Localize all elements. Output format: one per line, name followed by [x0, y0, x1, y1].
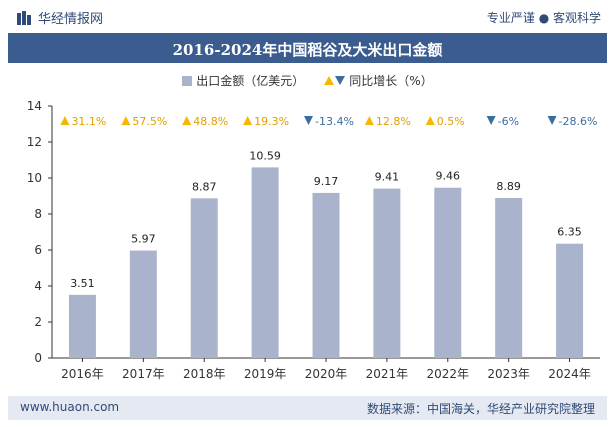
- data-label: 6.35: [557, 226, 582, 239]
- x-tick-label: 2024年: [548, 367, 591, 381]
- data-label: 3.51: [70, 277, 95, 290]
- growth-up-icon: [243, 116, 253, 125]
- growth-label: -6%: [498, 115, 519, 128]
- x-tick-label: 2022年: [427, 367, 470, 381]
- y-tick-label: 4: [34, 279, 42, 293]
- growth-label: -13.4%: [315, 115, 354, 128]
- footer-website: www.huaon.com: [20, 400, 120, 414]
- y-tick-label: 10: [27, 171, 42, 185]
- growth-label: 48.8%: [193, 115, 228, 128]
- y-tick-label: 6: [34, 243, 42, 257]
- growth-label: 57.5%: [132, 115, 167, 128]
- growth-up-icon: [121, 116, 131, 125]
- growth-label: 19.3%: [254, 115, 289, 128]
- chart-legend: 出口金额（亿美元） 同比增长（%）: [0, 72, 615, 89]
- bar: [373, 188, 401, 358]
- footer-source: 数据来源：中国海关，华经产业研究院整理: [366, 402, 595, 416]
- bar: [129, 250, 157, 358]
- data-label: 9.46: [436, 170, 461, 183]
- legend-swatch-bar: [182, 75, 193, 86]
- growth-label: -28.6%: [559, 115, 598, 128]
- chart-title: 2016-2024年中国稻谷及大米出口金额: [172, 41, 443, 59]
- y-tick-label: 8: [34, 207, 42, 221]
- y-tick-label: 2: [34, 315, 42, 329]
- bar: [68, 294, 96, 358]
- y-tick-label: 12: [27, 135, 42, 149]
- brand: 华经情报网: [16, 8, 103, 27]
- title-bar: 2016-2024年中国稻谷及大米出口金额: [8, 33, 607, 63]
- growth-up-icon: [60, 116, 70, 125]
- triangle-up-icon: [324, 76, 335, 85]
- y-tick-label: 14: [27, 99, 42, 113]
- data-label: 5.97: [131, 233, 156, 246]
- x-tick-label: 2021年: [366, 367, 409, 381]
- x-tick-label: 2019年: [244, 367, 287, 381]
- growth-down-icon: [486, 116, 496, 125]
- bar: [312, 192, 340, 358]
- data-label: 10.59: [249, 149, 281, 162]
- x-tick-label: 2018年: [183, 367, 226, 381]
- footer-bar: www.huaon.com 数据来源：中国海关，华经产业研究院整理: [8, 396, 607, 420]
- growth-label: 0.5%: [437, 115, 465, 128]
- bar: [495, 197, 523, 358]
- data-label: 9.17: [314, 175, 339, 188]
- bar: [434, 187, 462, 358]
- x-tick-label: 2016年: [61, 367, 104, 381]
- growth-label: 31.1%: [71, 115, 106, 128]
- data-label: 8.89: [496, 180, 521, 193]
- legend-item-growth: 同比增长（%）: [324, 72, 433, 89]
- y-tick-label: 0: [34, 351, 42, 365]
- legend-label-export-value: 出口金额（亿美元）: [196, 74, 305, 88]
- growth-label: 12.8%: [376, 115, 411, 128]
- growth-up-icon: [182, 116, 192, 125]
- growth-down-icon: [547, 116, 557, 125]
- growth-up-icon: [364, 116, 374, 125]
- bar: [556, 243, 584, 358]
- bar: [251, 167, 279, 358]
- data-label: 8.87: [192, 180, 217, 193]
- legend-label-growth: 同比增长（%）: [349, 74, 433, 88]
- x-tick-label: 2020年: [305, 367, 348, 381]
- x-tick-label: 2023年: [487, 367, 530, 381]
- brand-logo-icon: [17, 10, 31, 25]
- bar: [190, 198, 218, 358]
- growth-up-icon: [425, 116, 435, 125]
- x-tick-label: 2017年: [122, 367, 165, 381]
- brand-name: 华经情报网: [38, 12, 104, 27]
- top-bar: 华经情报网 专业严谨 ● 客观科学: [0, 0, 615, 33]
- tagline: 专业严谨 ● 客观科学: [486, 11, 601, 25]
- growth-down-icon: [304, 116, 313, 125]
- data-label: 9.41: [375, 171, 400, 184]
- legend-item-export-value: 出口金额（亿美元）: [182, 72, 304, 89]
- triangle-down-icon: [335, 76, 346, 85]
